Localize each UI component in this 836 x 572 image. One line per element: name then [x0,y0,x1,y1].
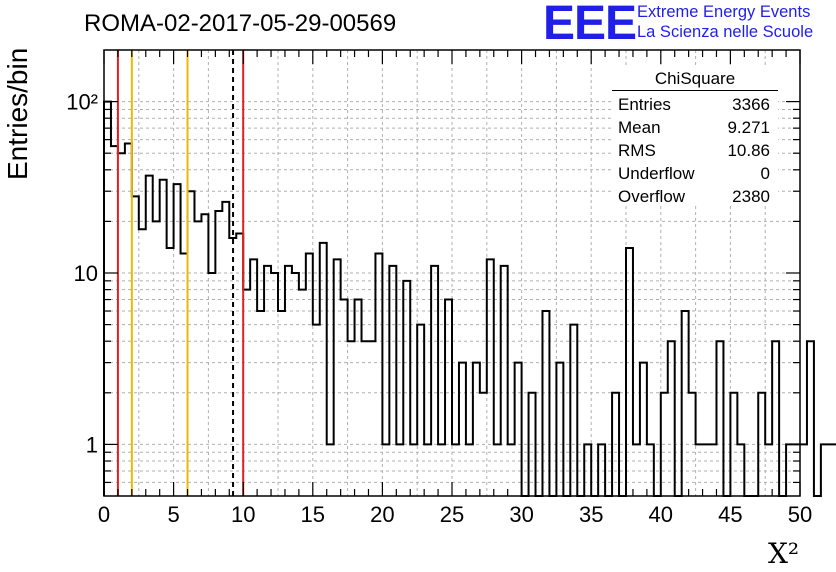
stats-title: ChiSquare [612,68,778,91]
x-tick-label: 10 [231,502,255,527]
stats-value: 9.271 [727,118,770,137]
stats-label: Overflow [618,187,686,206]
stats-row-rms: RMS 10.86 [612,139,778,162]
x-tick-label: 45 [718,502,742,527]
stats-value: 0 [760,164,770,183]
stats-row-underflow: Underflow 0 [612,162,778,185]
x-tick-label: 50 [788,502,812,527]
stats-row-entries: Entries 3366 [612,93,778,116]
histogram-bars [103,100,836,497]
y-axis-label: Entries/bin [2,47,33,180]
stats-value: 2380 [732,187,770,206]
stats-label: Mean [618,118,661,137]
x-tick-label: 40 [649,502,673,527]
stats-label: Underflow [618,164,695,183]
x-tick-label: 5 [167,502,179,527]
x-tick-label: 0 [98,502,110,527]
x-tick-label: 30 [509,502,533,527]
eee-logo-mark: EEE [543,0,637,50]
stats-box: ChiSquare Entries 3366 Mean 9.271 RMS 10.86… [612,68,778,206]
stats-value: 3366 [732,95,770,114]
logo-line-2: La Scienza nelle Scuole [637,23,814,41]
tick-labels: 0 5 10 15 20 25 30 35 40 45 50 1 10 10² [66,90,812,527]
stats-row-overflow: Overflow 2380 [612,185,778,208]
y-tick-label: 10² [66,90,98,115]
stats-label: RMS [618,141,656,160]
y-tick-label: 1 [86,432,98,457]
x-axis-label: X² [768,537,800,570]
x-tick-label: 15 [301,502,325,527]
y-tick-label: 10 [74,261,98,286]
x-tick-label: 20 [370,502,394,527]
chart-axes [103,49,801,497]
eee-logo-text: Extreme Energy Events La Scienza nelle S… [637,2,813,42]
logo-line-1: Extreme Energy Events [637,3,811,21]
stats-label: Entries [618,95,671,114]
chart-title: ROMA-02-2017-05-29-00569 [84,10,397,37]
stats-row-mean: Mean 9.271 [612,116,778,139]
x-tick-label: 35 [579,502,603,527]
x-tick-label: 25 [440,502,464,527]
stats-value: 10.86 [727,141,770,160]
histogram-outline [103,100,836,497]
